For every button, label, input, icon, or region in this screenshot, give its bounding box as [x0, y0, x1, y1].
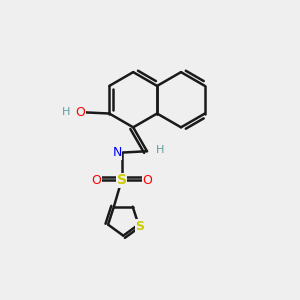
Text: O: O	[75, 106, 85, 119]
Text: O: O	[91, 174, 101, 187]
Text: N: N	[112, 146, 122, 159]
Text: H: H	[62, 107, 70, 117]
Text: S: S	[136, 220, 145, 232]
Text: H: H	[156, 145, 165, 155]
Text: O: O	[142, 174, 152, 187]
Text: S: S	[117, 173, 127, 187]
